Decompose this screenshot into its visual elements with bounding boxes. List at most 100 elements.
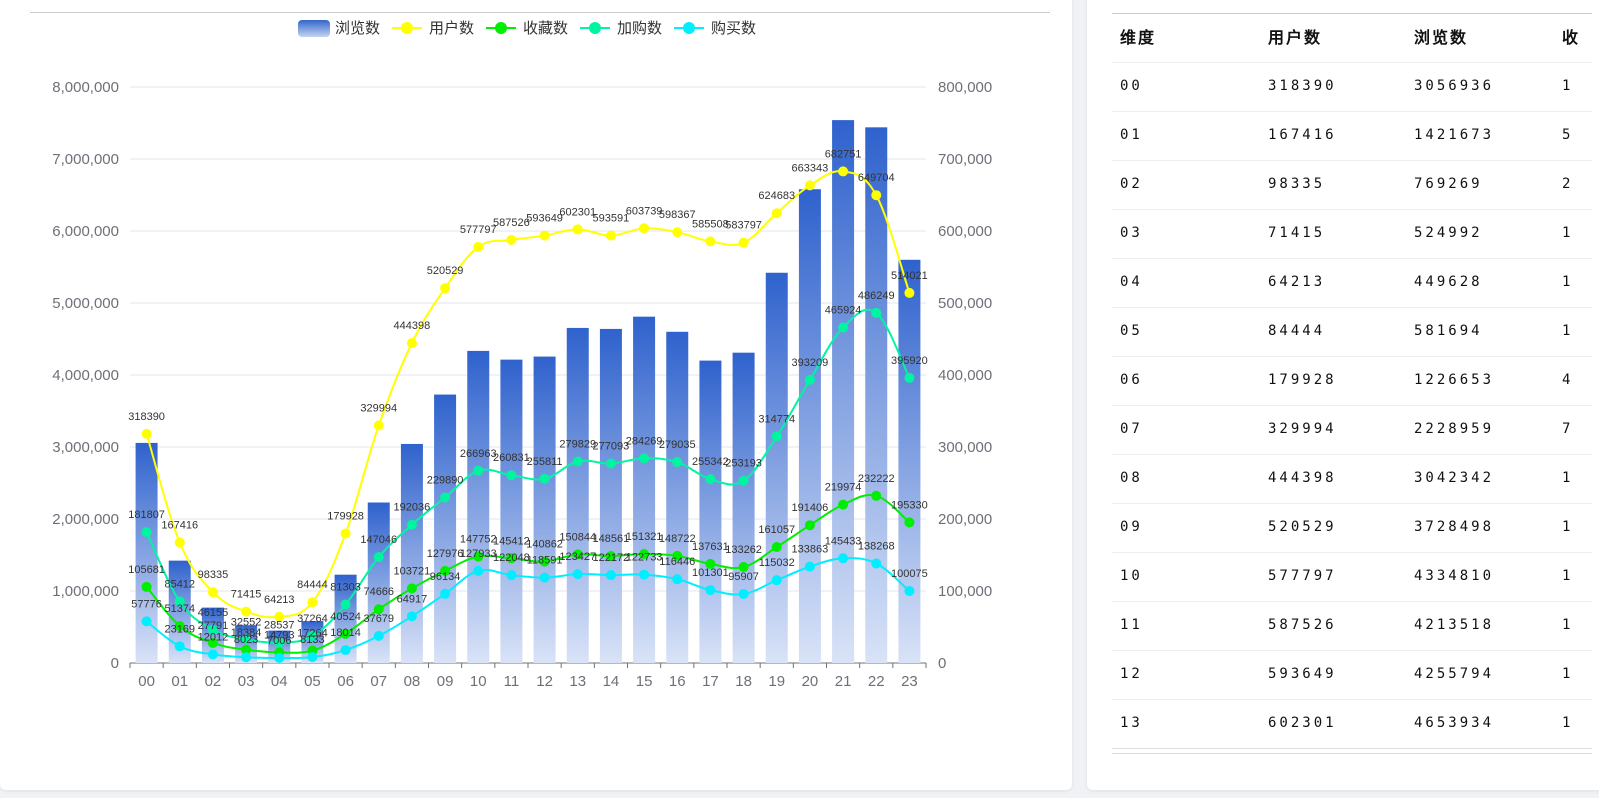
line-point[interactable] <box>174 596 185 607</box>
line-point[interactable] <box>871 190 882 201</box>
line-point[interactable] <box>406 611 417 622</box>
line-point[interactable] <box>572 224 583 235</box>
legend-label[interactable]: 收藏数 <box>523 19 568 37</box>
line-point[interactable] <box>207 649 218 660</box>
bar[interactable] <box>699 360 722 663</box>
legend-point-swatch[interactable] <box>495 22 507 34</box>
line-point[interactable] <box>539 230 550 241</box>
line-point[interactable] <box>174 621 185 632</box>
line-point[interactable] <box>605 570 616 581</box>
line-point[interactable] <box>871 490 882 501</box>
line-point[interactable] <box>473 241 484 252</box>
legend-point-swatch[interactable] <box>683 22 695 34</box>
line-point[interactable] <box>904 517 915 528</box>
bar[interactable] <box>367 502 390 663</box>
line-point[interactable] <box>373 604 384 615</box>
legend-label[interactable]: 加购数 <box>617 19 662 37</box>
bar[interactable] <box>434 394 457 663</box>
bar[interactable] <box>798 189 821 664</box>
line-point[interactable] <box>473 551 484 562</box>
line-point[interactable] <box>241 644 252 655</box>
line-point[interactable] <box>771 575 782 586</box>
line-point[interactable] <box>672 550 683 561</box>
bar[interactable] <box>633 316 656 663</box>
line-point[interactable] <box>904 585 915 596</box>
line-point[interactable] <box>174 537 185 548</box>
legend-label[interactable]: 购买数 <box>711 19 756 37</box>
line-point[interactable] <box>274 611 285 622</box>
line-point[interactable] <box>141 616 152 627</box>
line-point[interactable] <box>572 549 583 560</box>
line-point[interactable] <box>871 558 882 569</box>
line-point[interactable] <box>274 652 285 663</box>
line-point[interactable] <box>904 372 915 383</box>
line-point[interactable] <box>572 456 583 467</box>
line-point[interactable] <box>804 374 815 385</box>
line-point[interactable] <box>373 630 384 641</box>
line-point[interactable] <box>506 570 517 581</box>
line-point[interactable] <box>440 588 451 599</box>
line-point[interactable] <box>705 558 716 569</box>
line-point[interactable] <box>738 237 749 248</box>
line-point[interactable] <box>141 581 152 592</box>
bar[interactable] <box>135 442 158 663</box>
line-point[interactable] <box>141 428 152 439</box>
line-point[interactable] <box>904 287 915 298</box>
line-point[interactable] <box>804 561 815 572</box>
line-point[interactable] <box>406 338 417 349</box>
line-point[interactable] <box>274 637 285 648</box>
line-point[interactable] <box>838 322 849 333</box>
bar[interactable] <box>765 272 788 663</box>
bar[interactable] <box>467 350 490 663</box>
line-point[interactable] <box>605 230 616 241</box>
line-point[interactable] <box>307 597 318 608</box>
line-point[interactable] <box>705 585 716 596</box>
bar[interactable] <box>865 127 888 663</box>
line-point[interactable] <box>572 569 583 580</box>
line-point[interactable] <box>340 645 351 656</box>
line-point[interactable] <box>605 551 616 562</box>
legend-label[interactable]: 用户数 <box>429 19 474 37</box>
line-point[interactable] <box>473 565 484 576</box>
line-point[interactable] <box>838 499 849 510</box>
line-point[interactable] <box>307 652 318 663</box>
line-point[interactable] <box>838 553 849 564</box>
line-point[interactable] <box>506 234 517 245</box>
line-point[interactable] <box>639 453 650 464</box>
line-point[interactable] <box>639 569 650 580</box>
legend[interactable]: 浏览数 用户数 收藏数 加购数 购买数 <box>298 19 756 37</box>
line-point[interactable] <box>539 473 550 484</box>
bar[interactable] <box>201 607 224 663</box>
line-point[interactable] <box>174 641 185 652</box>
legend-label[interactable]: 浏览数 <box>335 19 380 37</box>
line-point[interactable] <box>639 549 650 560</box>
line-point[interactable] <box>672 227 683 238</box>
line-point[interactable] <box>539 556 550 567</box>
line-point[interactable] <box>705 236 716 247</box>
line-point[interactable] <box>539 572 550 583</box>
bar[interactable] <box>500 359 523 663</box>
line-point[interactable] <box>241 652 252 663</box>
line-point[interactable] <box>241 634 252 645</box>
line-point[interactable] <box>705 474 716 485</box>
line-point[interactable] <box>340 628 351 639</box>
bar[interactable] <box>533 356 556 663</box>
line-point[interactable] <box>340 528 351 539</box>
bar[interactable] <box>566 327 589 663</box>
bar[interactable] <box>832 120 855 664</box>
line-point[interactable] <box>804 180 815 191</box>
line-point[interactable] <box>440 565 451 576</box>
legend-point-swatch[interactable] <box>401 22 413 34</box>
bar[interactable] <box>400 443 423 663</box>
line-point[interactable] <box>738 475 749 486</box>
line-point[interactable] <box>771 431 782 442</box>
line-point[interactable] <box>871 307 882 318</box>
line-point[interactable] <box>440 283 451 294</box>
line-point[interactable] <box>605 458 616 469</box>
line-point[interactable] <box>473 465 484 476</box>
legend-bar-swatch[interactable] <box>298 20 330 37</box>
bar[interactable] <box>599 328 622 663</box>
line-point[interactable] <box>506 470 517 481</box>
line-point[interactable] <box>207 587 218 598</box>
line-point[interactable] <box>207 624 218 635</box>
